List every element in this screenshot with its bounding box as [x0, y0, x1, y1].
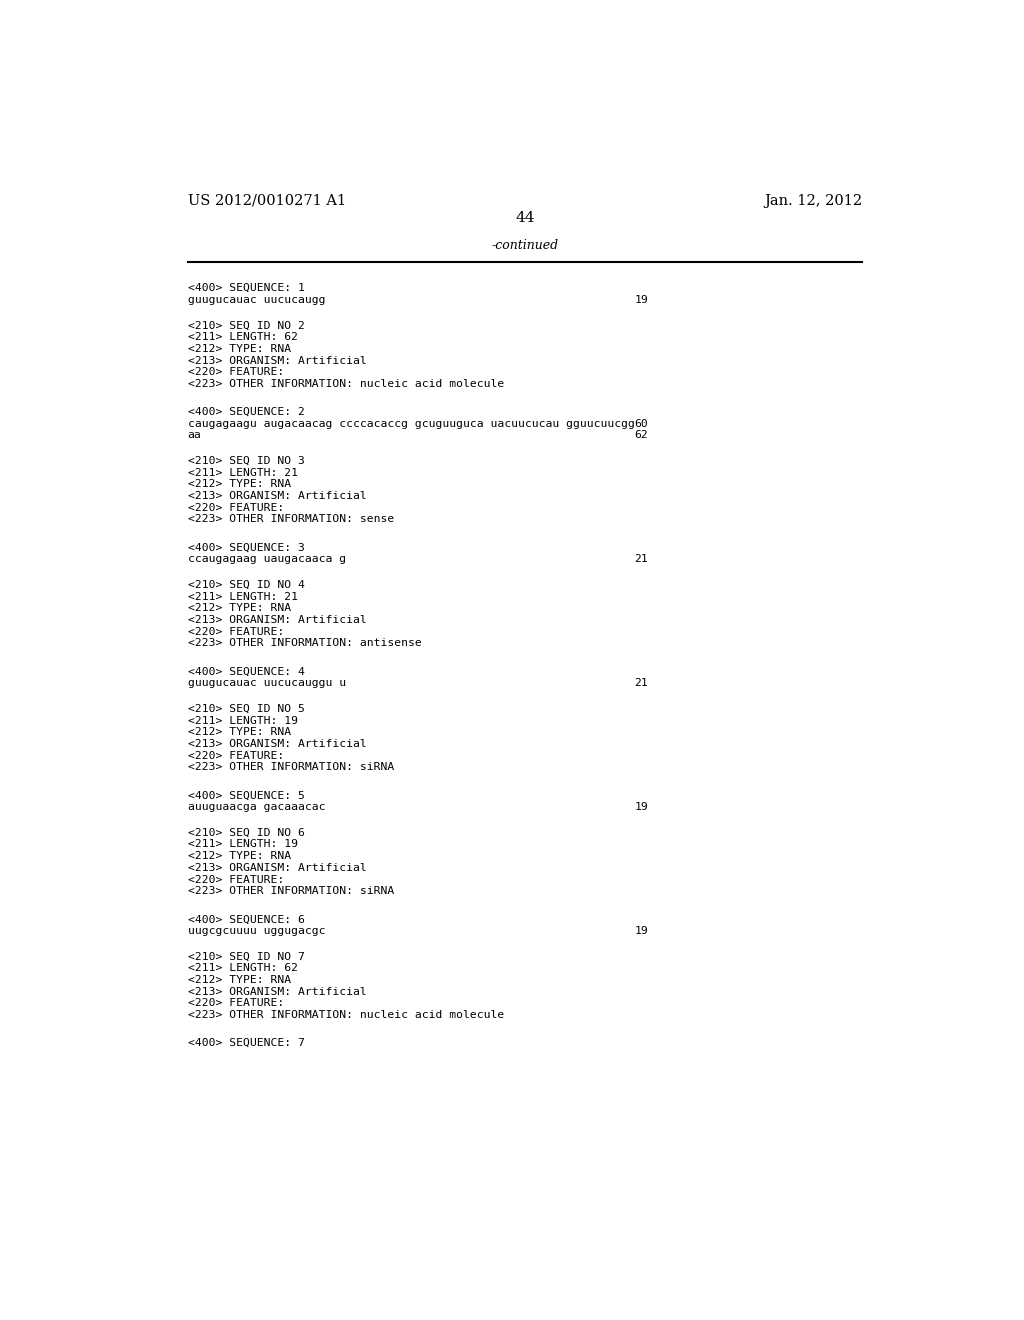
Text: Jan. 12, 2012: Jan. 12, 2012 [764, 194, 862, 207]
Text: <210> SEQ ID NO 7: <210> SEQ ID NO 7 [187, 952, 304, 962]
Text: 19: 19 [634, 925, 648, 936]
Text: <400> SEQUENCE: 7: <400> SEQUENCE: 7 [187, 1038, 304, 1048]
Text: <211> LENGTH: 19: <211> LENGTH: 19 [187, 840, 298, 850]
Text: <400> SEQUENCE: 3: <400> SEQUENCE: 3 [187, 543, 304, 553]
Text: US 2012/0010271 A1: US 2012/0010271 A1 [187, 194, 346, 207]
Text: <400> SEQUENCE: 4: <400> SEQUENCE: 4 [187, 667, 304, 676]
Text: 62: 62 [634, 430, 648, 441]
Text: <212> TYPE: RNA: <212> TYPE: RNA [187, 343, 291, 354]
Text: <211> LENGTH: 19: <211> LENGTH: 19 [187, 715, 298, 726]
Text: <220> FEATURE:: <220> FEATURE: [187, 367, 284, 378]
Text: <211> LENGTH: 62: <211> LENGTH: 62 [187, 333, 298, 342]
Text: guugucauac uucucauggu u: guugucauac uucucauggu u [187, 678, 346, 688]
Text: 19: 19 [634, 803, 648, 812]
Text: <220> FEATURE:: <220> FEATURE: [187, 751, 284, 760]
Text: <400> SEQUENCE: 2: <400> SEQUENCE: 2 [187, 407, 304, 417]
Text: <213> ORGANISM: Artificial: <213> ORGANISM: Artificial [187, 739, 367, 748]
Text: caugagaagu augacaacag ccccacaccg gcuguuguca uacuucucau gguucuucgg: caugagaagu augacaacag ccccacaccg gcuguug… [187, 418, 635, 429]
Text: 21: 21 [634, 678, 648, 688]
Text: <220> FEATURE:: <220> FEATURE: [187, 998, 284, 1008]
Text: 60: 60 [634, 418, 648, 429]
Text: ccaugagaag uaugacaaca g: ccaugagaag uaugacaaca g [187, 554, 346, 564]
Text: <211> LENGTH: 21: <211> LENGTH: 21 [187, 467, 298, 478]
Text: <223> OTHER INFORMATION: nucleic acid molecule: <223> OTHER INFORMATION: nucleic acid mo… [187, 1010, 504, 1020]
Text: <212> TYPE: RNA: <212> TYPE: RNA [187, 603, 291, 614]
Text: <223> OTHER INFORMATION: siRNA: <223> OTHER INFORMATION: siRNA [187, 762, 394, 772]
Text: <223> OTHER INFORMATION: sense: <223> OTHER INFORMATION: sense [187, 515, 394, 524]
Text: <220> FEATURE:: <220> FEATURE: [187, 627, 284, 636]
Text: <220> FEATURE:: <220> FEATURE: [187, 503, 284, 512]
Text: 21: 21 [634, 554, 648, 564]
Text: <213> ORGANISM: Artificial: <213> ORGANISM: Artificial [187, 987, 367, 997]
Text: <223> OTHER INFORMATION: siRNA: <223> OTHER INFORMATION: siRNA [187, 886, 394, 896]
Text: -continued: -continued [492, 239, 558, 252]
Text: <211> LENGTH: 21: <211> LENGTH: 21 [187, 591, 298, 602]
Text: <223> OTHER INFORMATION: nucleic acid molecule: <223> OTHER INFORMATION: nucleic acid mo… [187, 379, 504, 389]
Text: <213> ORGANISM: Artificial: <213> ORGANISM: Artificial [187, 355, 367, 366]
Text: <210> SEQ ID NO 4: <210> SEQ ID NO 4 [187, 579, 304, 590]
Text: <213> ORGANISM: Artificial: <213> ORGANISM: Artificial [187, 863, 367, 873]
Text: <212> TYPE: RNA: <212> TYPE: RNA [187, 851, 291, 861]
Text: guugucauac uucucaugg: guugucauac uucucaugg [187, 294, 325, 305]
Text: 19: 19 [634, 294, 648, 305]
Text: 44: 44 [515, 211, 535, 226]
Text: <223> OTHER INFORMATION: antisense: <223> OTHER INFORMATION: antisense [187, 639, 421, 648]
Text: <213> ORGANISM: Artificial: <213> ORGANISM: Artificial [187, 615, 367, 624]
Text: <400> SEQUENCE: 1: <400> SEQUENCE: 1 [187, 282, 304, 293]
Text: auuguaacga gacaaacac: auuguaacga gacaaacac [187, 803, 325, 812]
Text: uugcgcuuuu uggugacgc: uugcgcuuuu uggugacgc [187, 925, 325, 936]
Text: aa: aa [187, 430, 202, 441]
Text: <210> SEQ ID NO 3: <210> SEQ ID NO 3 [187, 455, 304, 466]
Text: <213> ORGANISM: Artificial: <213> ORGANISM: Artificial [187, 491, 367, 502]
Text: <210> SEQ ID NO 5: <210> SEQ ID NO 5 [187, 704, 304, 714]
Text: <400> SEQUENCE: 6: <400> SEQUENCE: 6 [187, 915, 304, 924]
Text: <212> TYPE: RNA: <212> TYPE: RNA [187, 727, 291, 738]
Text: <212> TYPE: RNA: <212> TYPE: RNA [187, 479, 291, 490]
Text: <210> SEQ ID NO 6: <210> SEQ ID NO 6 [187, 828, 304, 838]
Text: <210> SEQ ID NO 2: <210> SEQ ID NO 2 [187, 321, 304, 330]
Text: <400> SEQUENCE: 5: <400> SEQUENCE: 5 [187, 791, 304, 800]
Text: <220> FEATURE:: <220> FEATURE: [187, 875, 284, 884]
Text: <212> TYPE: RNA: <212> TYPE: RNA [187, 975, 291, 985]
Text: <211> LENGTH: 62: <211> LENGTH: 62 [187, 964, 298, 973]
